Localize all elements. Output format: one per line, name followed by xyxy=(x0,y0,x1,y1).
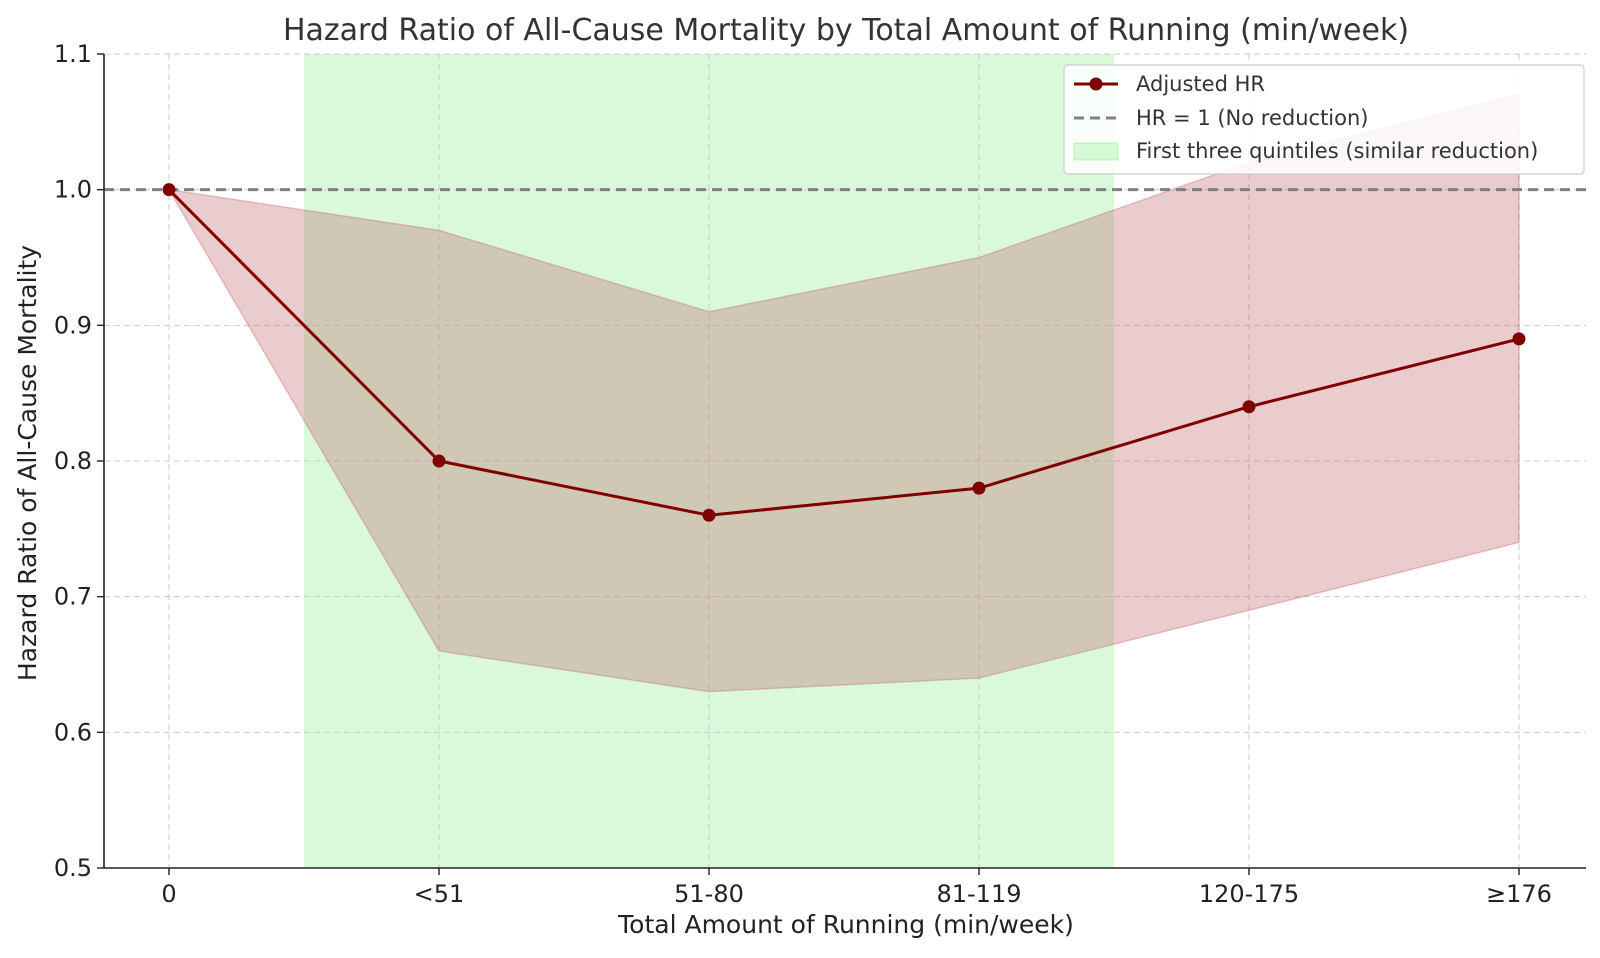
data-point xyxy=(1242,400,1256,414)
legend-label-shaded-region: First three quintiles (similar reduction… xyxy=(1136,139,1538,163)
chart-title: Hazard Ratio of All-Cause Mortality by T… xyxy=(283,13,1409,48)
legend-label-reference-line: HR = 1 (No reduction) xyxy=(1136,106,1369,130)
data-point xyxy=(702,508,716,522)
legend-label-adjusted-hr: Adjusted HR xyxy=(1136,72,1265,96)
y-tick-label: 0.7 xyxy=(54,583,92,611)
confidence-band-layer xyxy=(167,93,1520,693)
y-tick-label: 1.0 xyxy=(54,176,92,204)
data-point xyxy=(1512,332,1526,346)
x-tick-label: ≥176 xyxy=(1486,880,1552,908)
legend-swatch-shaded-region xyxy=(1073,142,1119,161)
x-tick-label: <51 xyxy=(414,880,465,908)
y-tick-label: 1.1 xyxy=(54,40,92,68)
confidence-band xyxy=(167,93,1520,693)
data-point xyxy=(972,481,986,495)
x-tick-label: 0 xyxy=(161,880,176,908)
x-tick-label: 51-80 xyxy=(674,880,744,908)
data-point xyxy=(432,454,446,468)
legend-item-shaded-region: First three quintiles (similar reduction… xyxy=(1073,139,1538,163)
y-tick-label: 0.5 xyxy=(54,854,92,882)
x-axis-title: Total Amount of Running (min/week) xyxy=(617,910,1074,939)
series-layer xyxy=(162,183,1526,522)
y-axis-title: Hazard Ratio of All-Cause Mortality xyxy=(13,245,42,681)
legend-item-adjusted-hr: Adjusted HR xyxy=(1074,72,1265,96)
y-tick-label: 0.9 xyxy=(54,311,92,339)
legend-item-reference-line: HR = 1 (No reduction) xyxy=(1074,106,1369,130)
x-tick-label: 81-119 xyxy=(936,880,1021,908)
tick-labels-layer: 0 <51 51-80 81-119 120-175 ≥176 0.5 0.6 0.7 0.8 0.… xyxy=(54,40,1552,908)
legend-box xyxy=(1063,64,1585,175)
legend-marker-adjusted-hr xyxy=(1089,77,1103,91)
x-tick-label: 120-175 xyxy=(1199,880,1299,908)
legend: Adjusted HR HR = 1 (No reduction) First … xyxy=(1063,64,1585,175)
series-line-adjusted-hr xyxy=(167,188,1520,517)
y-tick-label: 0.6 xyxy=(54,718,92,746)
y-tick-label: 0.8 xyxy=(54,447,92,475)
data-point xyxy=(162,183,176,197)
